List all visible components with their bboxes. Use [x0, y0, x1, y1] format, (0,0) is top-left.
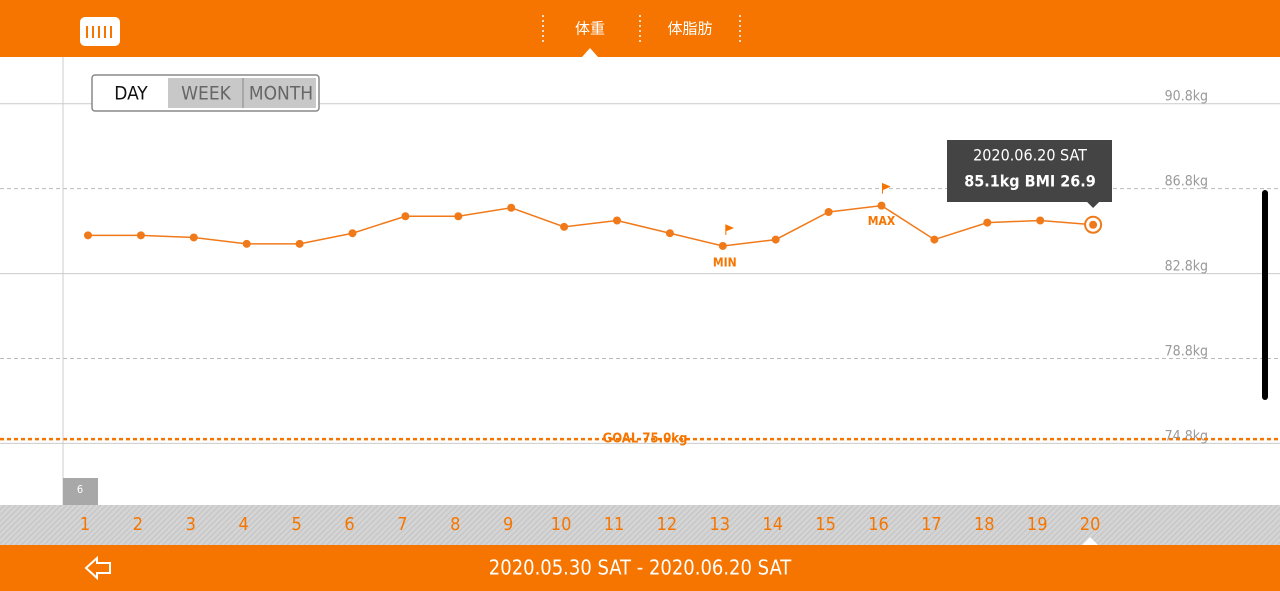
x-tick-label: 18 [974, 514, 995, 535]
data-point [877, 201, 886, 210]
x-tick-label: 10 [551, 514, 572, 535]
data-point [613, 216, 621, 225]
x-tick-label: 11 [604, 514, 625, 535]
y-tick-label: 90.8kg [1165, 89, 1208, 105]
data-point [665, 229, 674, 238]
data-point [189, 233, 198, 242]
x-tick-label: 6 [344, 514, 354, 535]
x-tick-label: 2 [133, 514, 143, 535]
x-tick-label: 20 [1080, 514, 1101, 535]
y-tick-label: 78.8kg [1165, 343, 1208, 359]
day-strip [0, 505, 1280, 545]
date-range: 2020.05.30 SAT - 2020.06.20 SAT [489, 556, 792, 580]
range-switch: DAY WEEK MONTH [91, 74, 320, 112]
data-point [560, 222, 569, 231]
data-point [401, 212, 410, 221]
min-label: MIN [713, 255, 737, 269]
x-tick-label: 1 [80, 514, 90, 535]
data-point [295, 239, 304, 248]
data-point [718, 241, 727, 250]
x-tick-label: 8 [450, 514, 460, 535]
y-tick-label: 74.8kg [1165, 428, 1208, 444]
tab-indicator [582, 48, 598, 57]
x-tick-label: 14 [762, 514, 783, 535]
range-button[interactable]: DAY [114, 83, 148, 105]
tooltip-date: 2020.06.20 SAT [973, 146, 1087, 165]
y-tick-label: 82.8kg [1165, 259, 1208, 275]
chart: 90.8kg 86.8kg 82.8kg 78.8kg 74.8kg GOAL 75.0k… [0, 89, 1280, 447]
x-tick-label: 16 [868, 514, 889, 535]
x-tick-label: 19 [1027, 514, 1048, 535]
data-point [1036, 216, 1045, 225]
tooltip-box [947, 140, 1112, 208]
day-indicator [1082, 537, 1098, 545]
x-tick-label: 4 [239, 514, 249, 535]
data-point [242, 239, 251, 248]
x-tick-label: 5 [291, 514, 301, 535]
back-button[interactable] [84, 555, 111, 581]
tab[interactable]: 体脂肪 [667, 20, 712, 38]
goal-label: GOAL 75.0kg [603, 432, 688, 447]
data-point [84, 231, 92, 240]
x-tick-label: 13 [709, 514, 730, 535]
data-point [771, 235, 780, 244]
app-icon[interactable] [80, 17, 120, 46]
data-point [824, 207, 833, 216]
data-point [507, 203, 516, 212]
x-tick-label: 9 [503, 514, 513, 535]
flag-icon [725, 224, 735, 235]
x-tick-label: 3 [186, 514, 196, 535]
data-point [930, 235, 939, 244]
top-bar [0, 0, 1280, 57]
y-tick-label: 86.8kg [1165, 174, 1208, 190]
range-button[interactable]: MONTH [249, 83, 313, 105]
x-tick-label: 17 [921, 514, 942, 535]
scrollbar [1262, 190, 1268, 400]
x-tick-label: 12 [657, 514, 678, 535]
selected-point [1089, 220, 1098, 229]
month-tab [63, 478, 98, 505]
flag-icon [882, 182, 891, 194]
data-point [348, 229, 357, 238]
tooltip-detail: 85.1kg BMI 26.9 [964, 172, 1096, 191]
x-tick-label: 7 [397, 514, 407, 535]
month-label: 6 [77, 483, 83, 496]
data-point [454, 212, 463, 221]
range-button[interactable]: WEEK [181, 83, 232, 105]
bottom-bar [0, 545, 1280, 591]
data-point [983, 218, 992, 227]
data-point [136, 231, 145, 240]
x-tick-label: 15 [815, 514, 836, 535]
max-label: MAX [868, 214, 896, 228]
weight-line [88, 204, 1094, 247]
tab[interactable]: 体重 [575, 20, 605, 38]
